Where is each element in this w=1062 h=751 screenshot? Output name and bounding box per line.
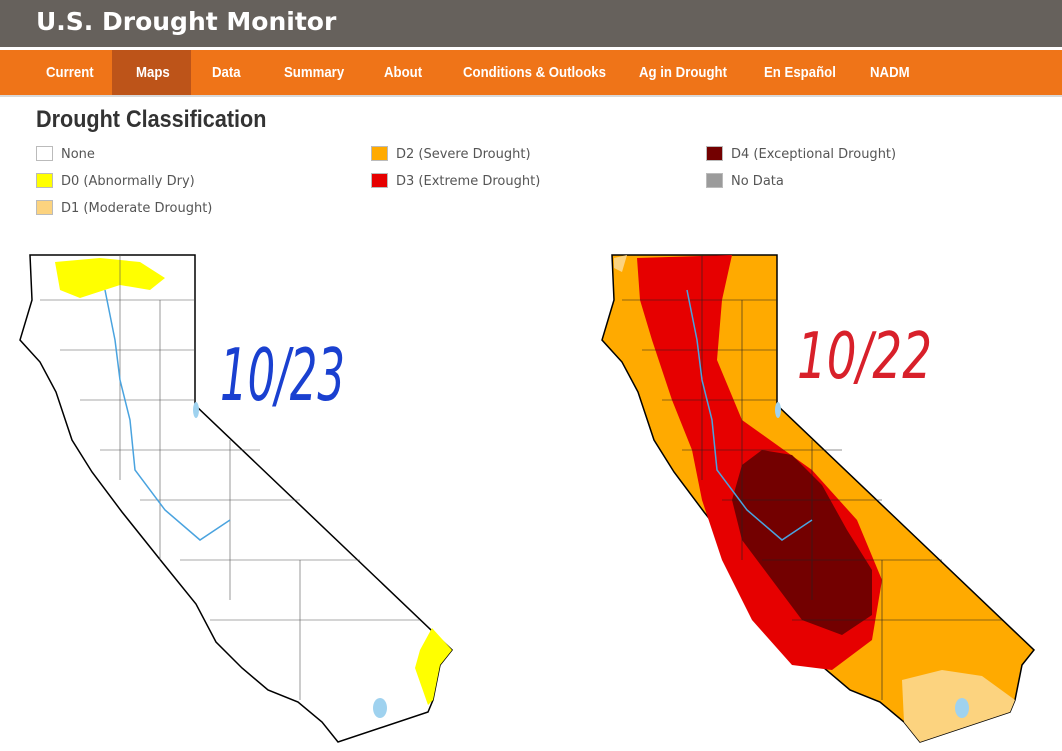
legend-label: D0 (Abnormally Dry) (61, 174, 195, 189)
legend-label: D4 (Exceptional Drought) (731, 147, 897, 162)
legend-label: D1 (Moderate Drought) (61, 201, 213, 216)
legend-item: D2 (Severe Drought) (371, 146, 531, 164)
legend-label: D2 (Severe Drought) (396, 147, 531, 162)
map-annotation: 10/23 (220, 333, 345, 417)
header: U.S. Drought Monitor (0, 0, 1062, 47)
nav-link[interactable]: Conditions & Outlooks (463, 64, 606, 81)
map-annotation: 10/22 (797, 320, 932, 394)
site-title[interactable]: U.S. Drought Monitor (36, 7, 337, 36)
nav-link[interactable]: Summary (284, 64, 345, 81)
legend-label: D3 (Extreme Drought) (396, 174, 541, 189)
map-right (601, 254, 1035, 743)
legend-swatch (371, 173, 388, 188)
legend-item: No Data (706, 173, 784, 191)
legend-item: D1 (Moderate Drought) (36, 200, 212, 218)
legend-label: No Data (731, 174, 784, 189)
legend-swatch (36, 173, 53, 188)
legend-swatch (36, 200, 53, 215)
legend-swatch (36, 146, 53, 161)
legend-item: D4 (Exceptional Drought) (706, 146, 896, 164)
nav-link[interactable]: En Español (764, 64, 836, 81)
nav-link[interactable]: Data (212, 64, 241, 81)
legend-swatch (706, 146, 723, 161)
legend-item: D3 (Extreme Drought) (371, 173, 540, 191)
legend-item: D0 (Abnormally Dry) (36, 173, 195, 191)
map-left (19, 254, 453, 743)
legend-label: None (61, 147, 95, 162)
nav-link[interactable]: NADM (870, 64, 910, 81)
nav-link[interactable]: Ag in Drought (639, 64, 727, 81)
legend-item: None (36, 146, 95, 164)
nav-link[interactable]: Current (46, 64, 94, 81)
legend-swatch (371, 146, 388, 161)
active-tab (112, 50, 191, 95)
legend-swatch (706, 173, 723, 188)
nav-link[interactable]: About (384, 64, 423, 81)
legend-title: Drought Classification (36, 106, 267, 133)
nav-link[interactable]: Maps (136, 64, 170, 81)
nav-bar: Current Maps Data Summary About Conditio… (0, 50, 1062, 97)
